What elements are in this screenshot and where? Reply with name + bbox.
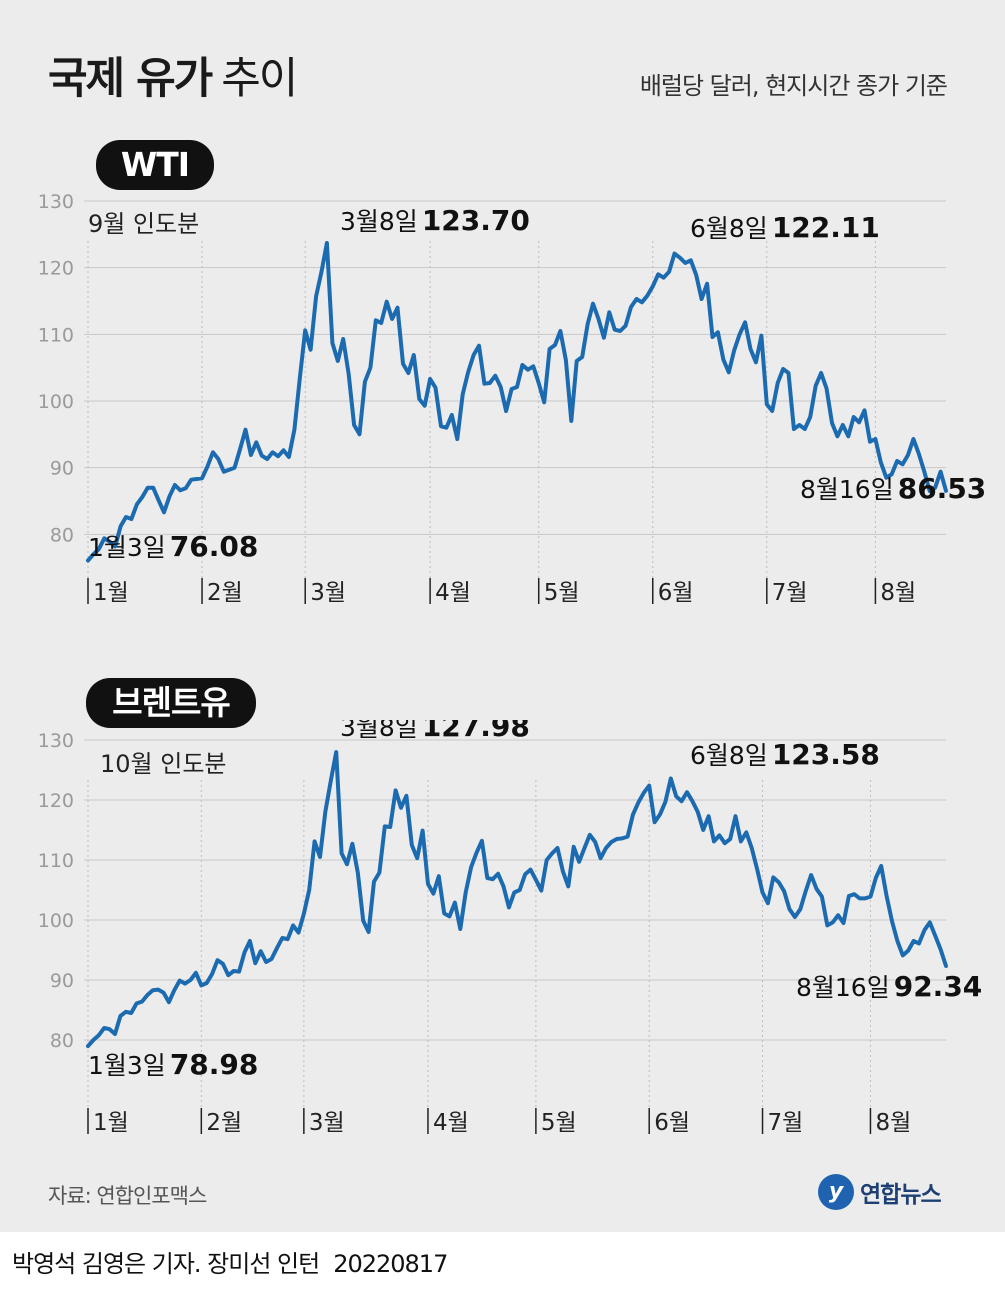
price-line — [86, 750, 948, 1049]
wti-chart: 80 90 100 110 120 130 1월 2월 3월 4월 5월 6월 7월 8월 9월 인도분 1월… — [38, 191, 987, 606]
credit-line: 박영석 김영은 기자. 장미선 인턴 20220817 — [12, 1244, 448, 1279]
y-tick-label: 100 — [38, 910, 74, 932]
annotation-value: 92.34 — [894, 970, 983, 1003]
annotation-value: 78.98 — [170, 1048, 259, 1081]
annotation-date: 1월3일 — [88, 533, 166, 562]
y-tick-label: 120 — [38, 258, 74, 280]
annotation-label: 1월3일 78.98 — [88, 1048, 258, 1081]
title-light: 추이 — [221, 54, 298, 104]
annotation-date: 1월3일 — [88, 1051, 166, 1080]
annotation-label: 6월8일 123.58 — [690, 738, 880, 771]
x-tick-label: 3월 — [309, 1110, 345, 1136]
chart-note: 10월 인도분 — [100, 750, 227, 778]
annotation-value: 122.11 — [772, 211, 880, 244]
x-tick-label: 2월 — [206, 1110, 242, 1136]
annotation-date: 6월8일 — [690, 741, 768, 770]
title-bold: 국제 유가 — [48, 54, 213, 104]
annotation-label: 3월8일 127.98 — [340, 720, 530, 743]
credit-names: 박영석 김영은 기자. 장미선 인턴 — [12, 1250, 320, 1278]
yonhap-logo: y 연합뉴스 — [818, 1172, 942, 1212]
x-tick-label: 3월 — [310, 580, 346, 606]
annotation-value: 86.53 — [898, 472, 987, 505]
y-tick-label: 110 — [38, 324, 74, 346]
annotation-value: 76.08 — [170, 530, 259, 563]
y-tick-label: 120 — [38, 790, 74, 812]
wti-badge: WTI — [96, 140, 214, 190]
infographic-panel — [0, 0, 1005, 1232]
annotation-label: 8월16일 86.53 — [800, 472, 986, 505]
y-tick-label: 130 — [38, 191, 74, 213]
y-tick-label: 90 — [50, 970, 74, 992]
x-tick-label: 7월 — [772, 580, 808, 606]
annotation-date: 3월8일 — [340, 207, 418, 236]
page-title: 국제 유가 추이 — [48, 44, 298, 106]
chart-note: 9월 인도분 — [88, 210, 199, 238]
x-tick-label: 1월 — [93, 1110, 129, 1136]
x-tick-label: 2월 — [207, 580, 243, 606]
x-tick-label: 1월 — [93, 580, 129, 606]
annotation-label: 6월8일 122.11 — [690, 211, 880, 244]
x-tick-label: 4월 — [435, 580, 471, 606]
brent-chart: 80 90 100 110 120 130 1월 2월 3월 4월 5월 6월 7월 8월 10월 인도분 1… — [38, 720, 983, 1136]
x-tick-label: 4월 — [433, 1110, 469, 1136]
x-tick-label: 6월 — [658, 580, 694, 606]
source-note: 자료: 연합인포맥스 — [48, 1184, 207, 1208]
y-tick-label: 100 — [38, 391, 74, 413]
y-tick-label: 80 — [50, 1030, 74, 1052]
x-tick-label: 8월 — [880, 580, 916, 606]
y-tick-label: 110 — [38, 850, 74, 872]
credit-date: 20220817 — [333, 1250, 448, 1278]
price-line — [86, 241, 948, 563]
y-tick-label: 80 — [50, 524, 74, 546]
logo-text: 연합뉴스 — [860, 1182, 942, 1208]
x-tick-label: 5월 — [541, 1110, 577, 1136]
x-tick-label: 7월 — [768, 1110, 804, 1136]
x-tick-label: 5월 — [544, 580, 580, 606]
y-tick-label: 90 — [50, 458, 74, 480]
annotation-date: 8월16일 — [796, 973, 890, 1002]
annotation-value: 123.58 — [772, 738, 880, 771]
x-tick-label: 8월 — [875, 1110, 911, 1136]
subtitle: 배럴당 달러, 현지시간 종가 기준 — [639, 72, 948, 100]
x-tick-label: 6월 — [654, 1110, 690, 1136]
annotation-label: 3월8일 123.70 — [340, 204, 530, 237]
annotation-label: 8월16일 92.34 — [796, 970, 982, 1003]
y-tick-label: 130 — [38, 730, 74, 752]
annotation-value: 123.70 — [422, 204, 530, 237]
brent-badge: 브렌트유 — [86, 678, 256, 728]
annotation-date: 8월16일 — [800, 475, 894, 504]
annotation-date: 6월8일 — [690, 214, 768, 243]
yonhap-logo-icon: y — [818, 1174, 854, 1210]
annotation-date: 3월8일 — [340, 720, 418, 742]
annotation-label: 1월3일 76.08 — [88, 530, 258, 563]
annotation-value: 127.98 — [422, 720, 530, 743]
